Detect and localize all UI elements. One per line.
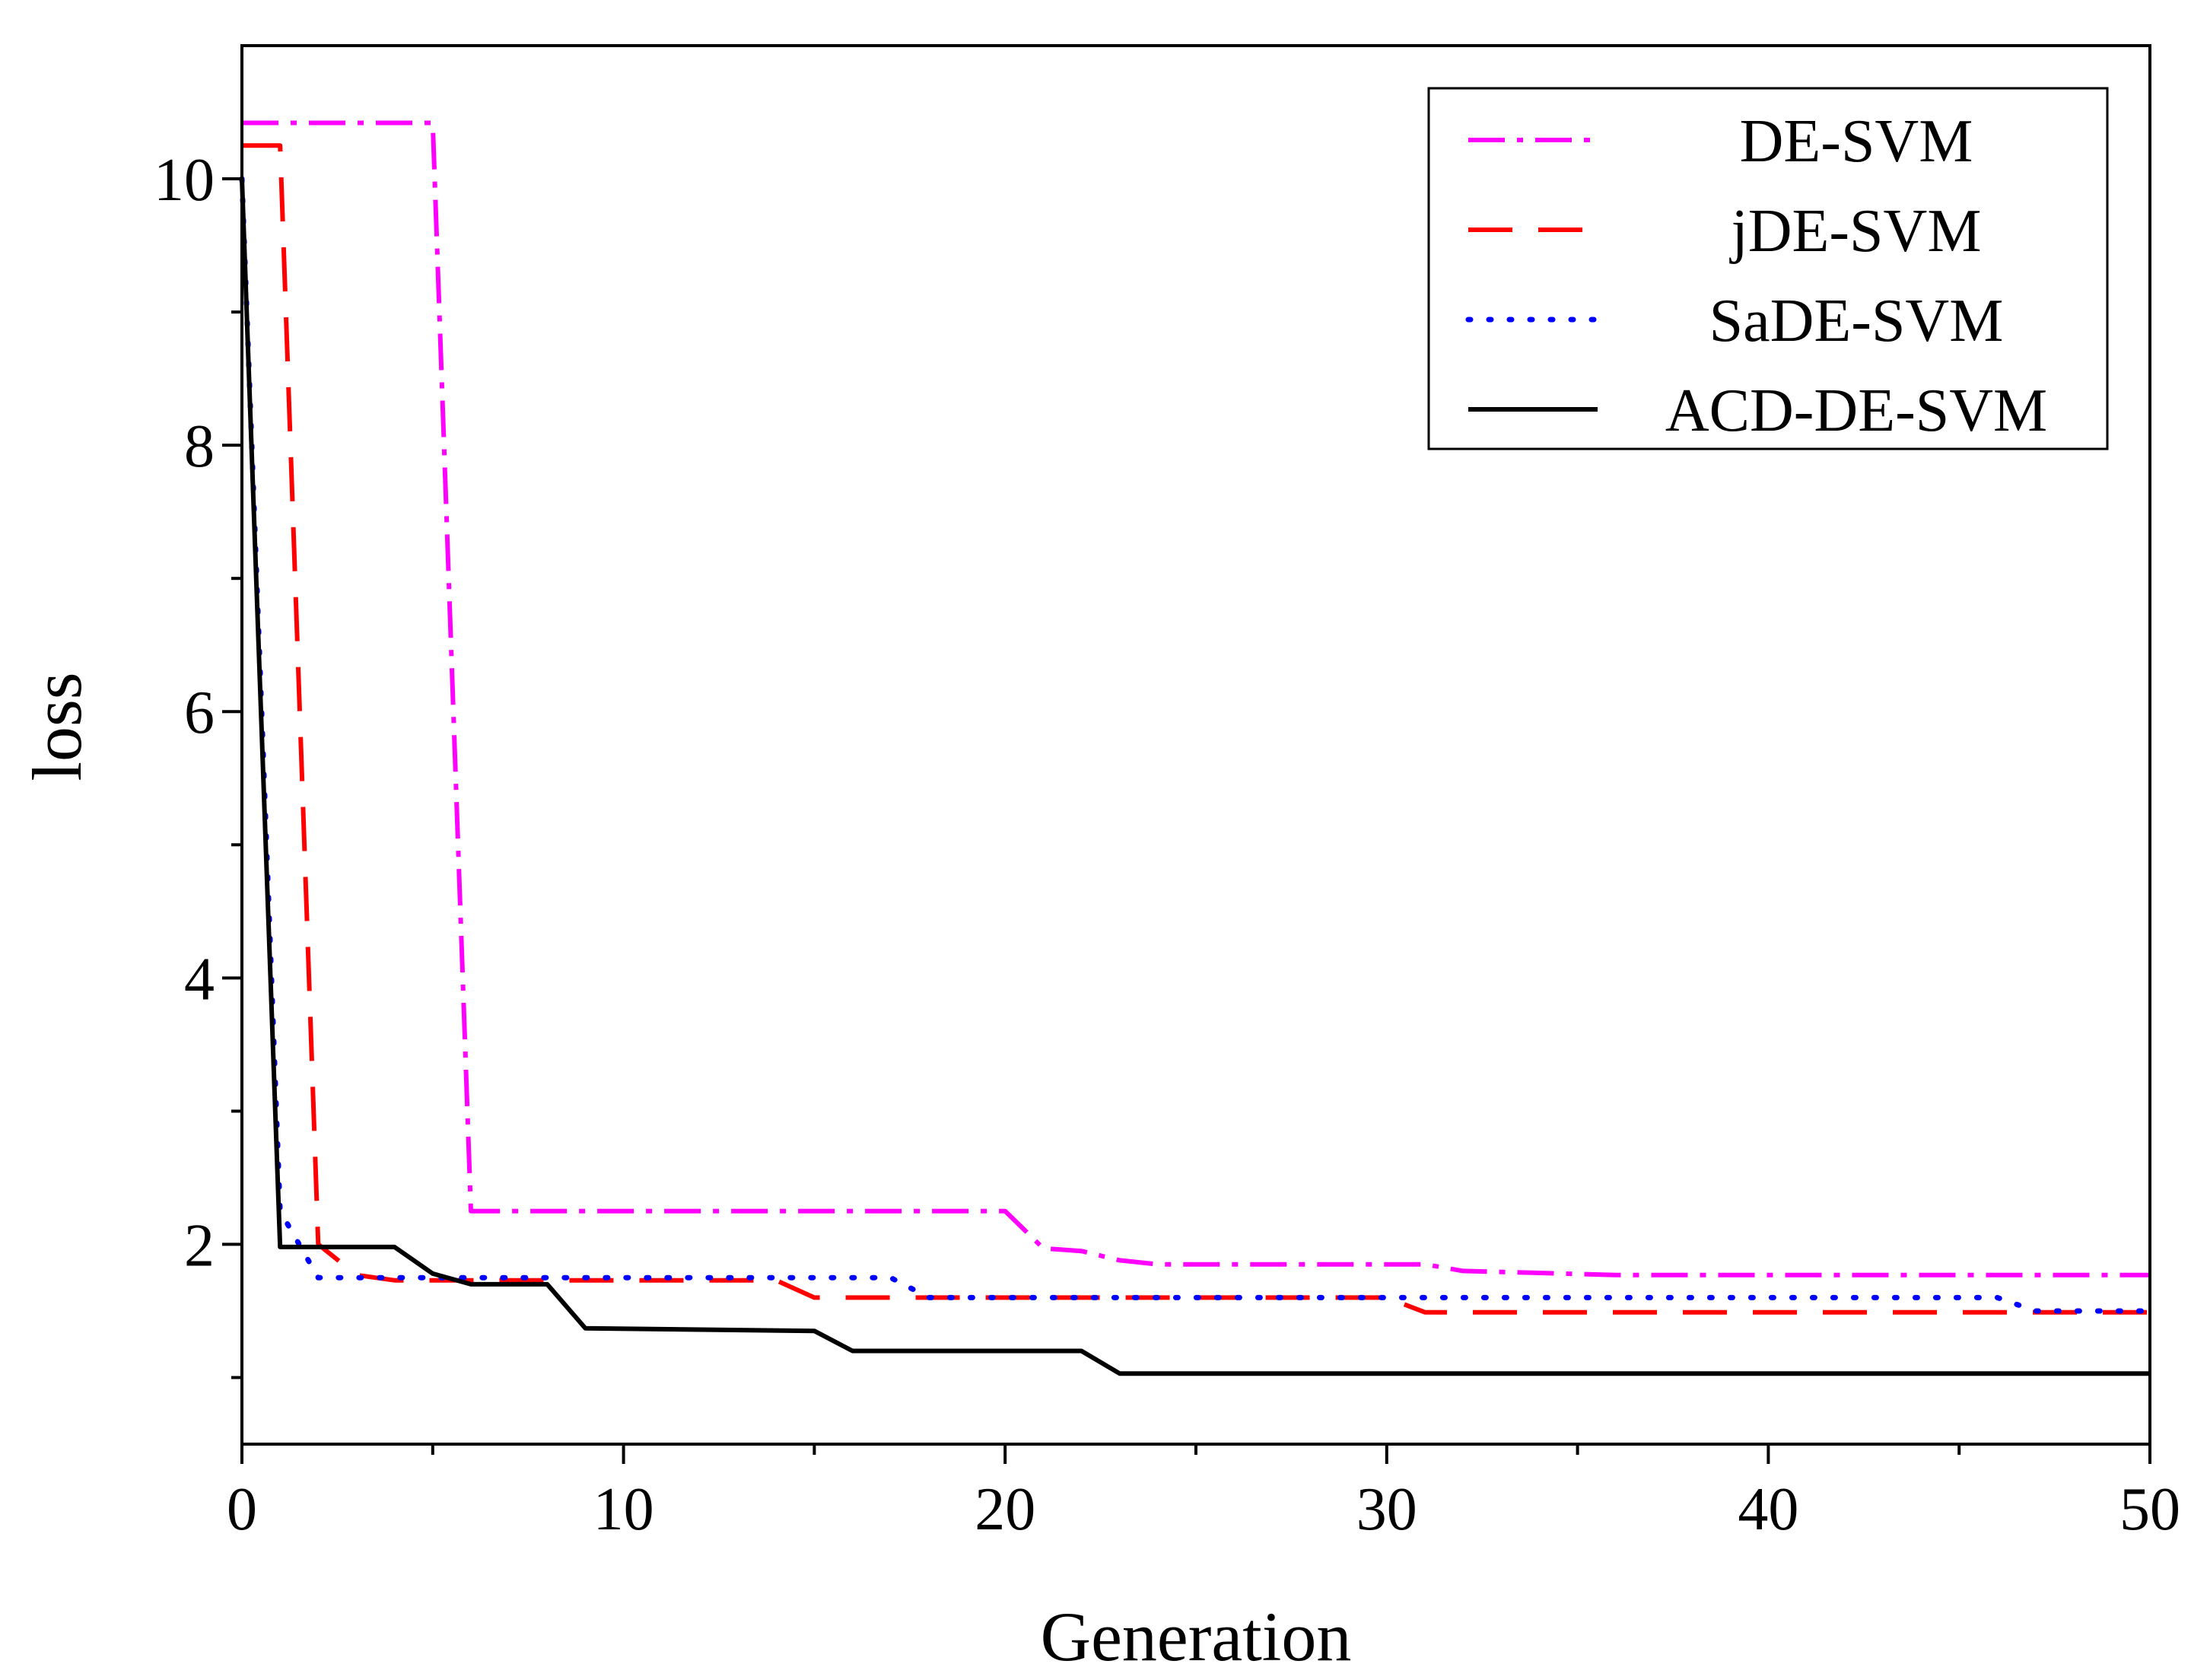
y-axis-title: loss [18, 672, 96, 781]
legend-label-acd-de-svm: ACD-DE-SVM [1665, 377, 2047, 444]
y-tick-label: 4 [184, 946, 215, 1013]
x-axis-title: Generation [1041, 1598, 1352, 1675]
axes [222, 44, 2151, 1464]
tick-labels: 0 10 20 30 40 50 2 4 6 8 10 [154, 147, 2180, 1543]
legend-label-sade-svm: SaDE-SVM [1709, 288, 2004, 355]
series-line-de-svm [242, 120, 2150, 1278]
legend-box [1427, 87, 2109, 450]
x-tick-label: 40 [1738, 1476, 1798, 1543]
y-tick-label: 8 [184, 413, 215, 480]
y-tick-label: 6 [184, 679, 215, 746]
series-line-acd-de-svm [240, 178, 2150, 1376]
y-tick-label: 10 [154, 147, 215, 214]
series-line-sade-svm [239, 176, 2153, 1314]
x-tick-label: 50 [2119, 1476, 2180, 1543]
x-tick-label: 30 [1356, 1476, 1417, 1543]
y-tick-label: 2 [184, 1212, 215, 1279]
x-tick-label: 20 [975, 1476, 1035, 1543]
x-tick-label: 10 [593, 1476, 654, 1543]
series-layer [239, 120, 2153, 1376]
legend: DE-SVM jDE-SVM SaDE-SVM ACD-DE-SVM [1427, 87, 2109, 450]
x-tick-label: 0 [227, 1476, 257, 1543]
legend-label-de-svm: DE-SVM [1740, 108, 1973, 175]
legend-label-jde-svm: jDE-SVM [1729, 198, 1982, 265]
